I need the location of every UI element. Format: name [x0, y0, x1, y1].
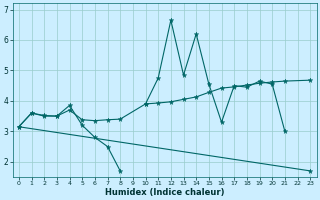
X-axis label: Humidex (Indice chaleur): Humidex (Indice chaleur) [105, 188, 224, 197]
